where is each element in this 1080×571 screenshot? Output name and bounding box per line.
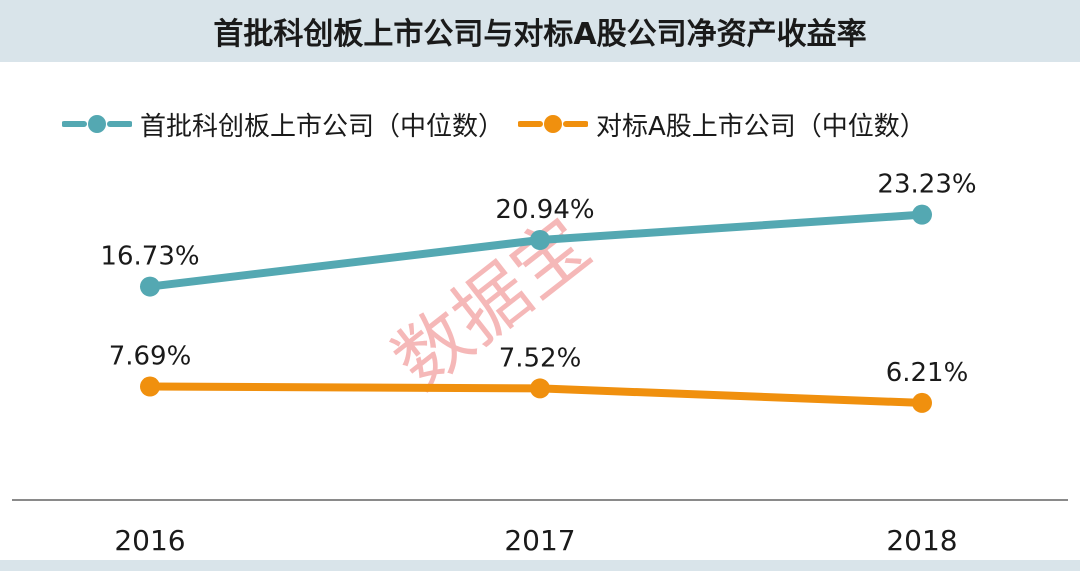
series-layer: 16.73% 20.94% 23.23% 7.69% 7.52% 6.21%: [100, 170, 977, 413]
legend-swatch-teal: [62, 115, 132, 133]
x-axis-ticks: 2016 2017 2018: [114, 524, 957, 557]
x-tick-label-0: 2016: [114, 524, 185, 557]
data-point-0-2: [912, 204, 932, 225]
legend-label-series-1: 对标A股上市公司（中位数）: [596, 111, 926, 142]
chart-title-bar: 首批科创板上市公司与对标A股公司净资产收益率: [0, 0, 1080, 62]
data-label-1-2: 6.21%: [886, 358, 969, 388]
data-point-1-2: [912, 392, 932, 413]
chart-title: 首批科创板上市公司与对标A股公司净资产收益率: [213, 17, 867, 52]
data-point-1-0: [140, 376, 160, 397]
legend-label-series-0: 首批科创板上市公司（中位数）: [140, 111, 505, 142]
data-point-0-0: [140, 276, 160, 297]
legend-item-series-1: 对标A股上市公司（中位数）: [518, 106, 926, 143]
legend-item-series-0: 首批科创板上市公司（中位数）: [62, 106, 504, 143]
x-tick-label-1: 2017: [504, 524, 575, 557]
data-point-0-1: [530, 230, 550, 251]
data-point-1-1: [530, 378, 550, 399]
data-label-1-1: 7.52%: [499, 343, 582, 373]
legend-swatch-orange: [518, 115, 589, 133]
data-label-1-0: 7.69%: [109, 342, 192, 372]
data-label-0-1: 20.94%: [495, 195, 594, 225]
data-label-0-2: 23.23%: [877, 170, 976, 200]
bottom-band: [0, 560, 1080, 571]
data-label-0-0: 16.73%: [100, 242, 199, 272]
legend: 首批科创板上市公司（中位数） 对标A股上市公司（中位数）: [62, 104, 940, 144]
x-tick-label-2: 2018: [886, 524, 957, 557]
watermark: 数据宝: [378, 202, 606, 406]
